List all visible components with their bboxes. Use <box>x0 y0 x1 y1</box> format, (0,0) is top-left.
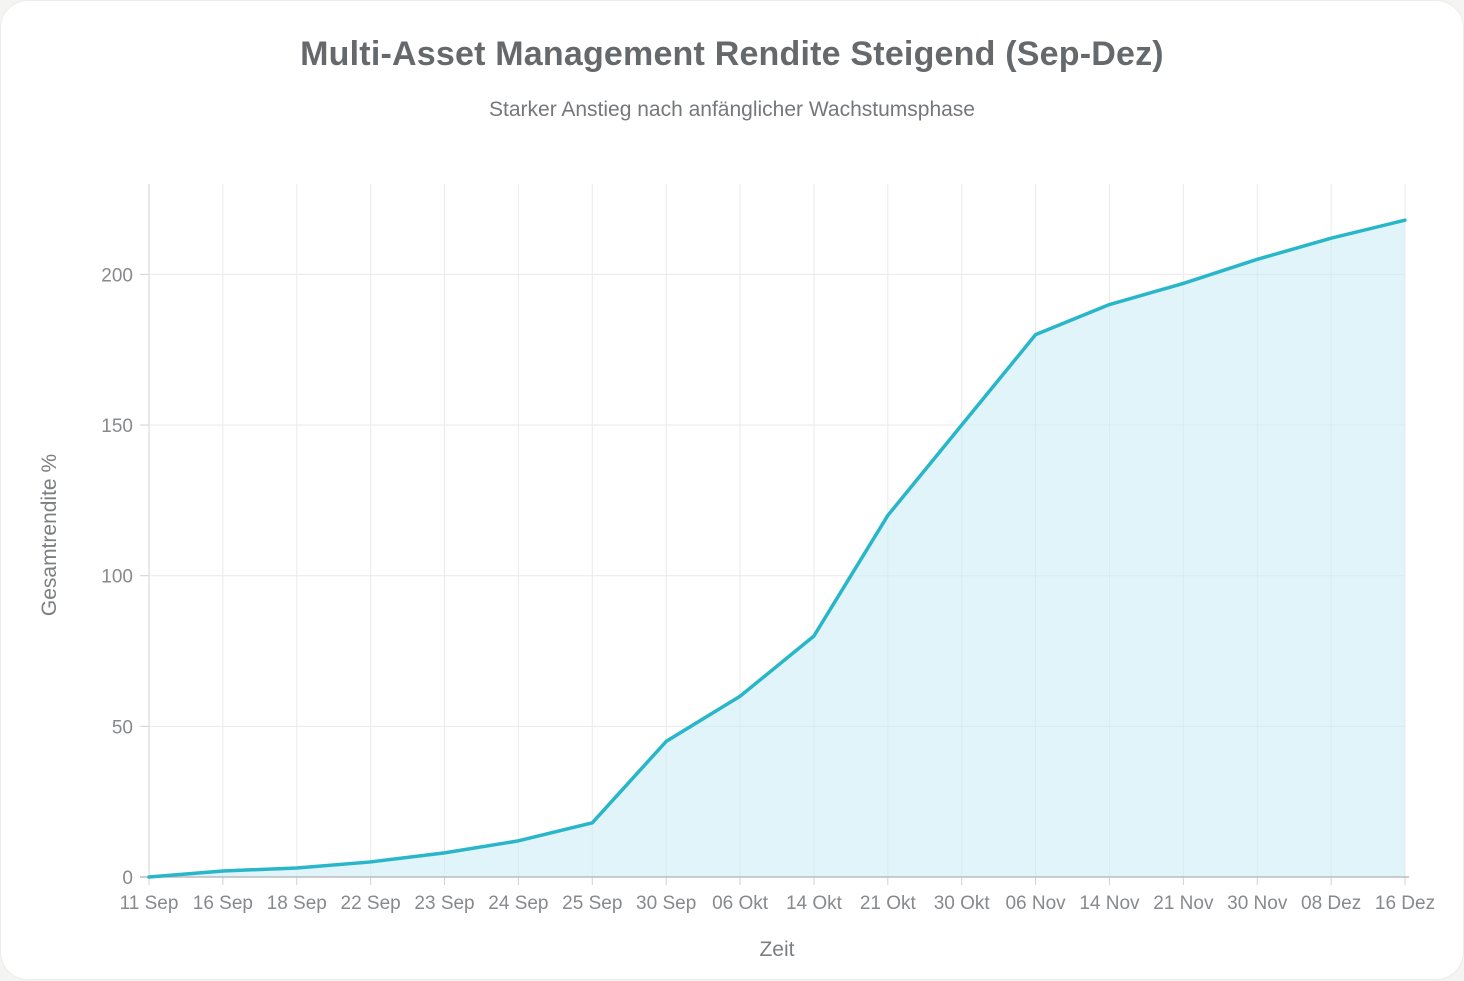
x-tick-label: 24 Sep <box>488 893 548 914</box>
x-tick-label: 23 Sep <box>414 893 474 914</box>
x-tick-label: 30 Sep <box>636 893 696 914</box>
x-tick-label: 18 Sep <box>267 893 327 914</box>
x-tick-label: 21 Nov <box>1153 893 1214 914</box>
x-tick-label: 08 Dez <box>1301 893 1361 914</box>
x-tick-label: 25 Sep <box>562 893 622 914</box>
x-tick-label: 22 Sep <box>341 893 401 914</box>
x-tick-label: 06 Nov <box>1005 893 1066 914</box>
x-tick-label: 14 Okt <box>786 893 843 914</box>
x-tick-label: 21 Okt <box>860 893 917 914</box>
y-tick-label: 0 <box>122 868 133 889</box>
area-fill <box>149 220 1405 877</box>
x-tick-label: 14 Nov <box>1079 893 1140 914</box>
y-tick-label: 50 <box>112 717 133 738</box>
y-tick-label: 150 <box>101 416 133 437</box>
x-tick-label: 06 Okt <box>712 893 769 914</box>
y-tick-label: 200 <box>101 265 133 286</box>
x-tick-label: 30 Okt <box>934 893 991 914</box>
x-axis-title: Zeit <box>759 938 794 961</box>
x-tick-label: 16 Dez <box>1375 893 1435 914</box>
x-tick-label: 30 Nov <box>1227 893 1288 914</box>
y-tick-label: 100 <box>101 567 133 588</box>
x-tick-label: 11 Sep <box>120 893 179 914</box>
y-axis-title: Gesamtrendite % <box>38 454 61 616</box>
x-tick-label: 16 Sep <box>193 893 253 914</box>
